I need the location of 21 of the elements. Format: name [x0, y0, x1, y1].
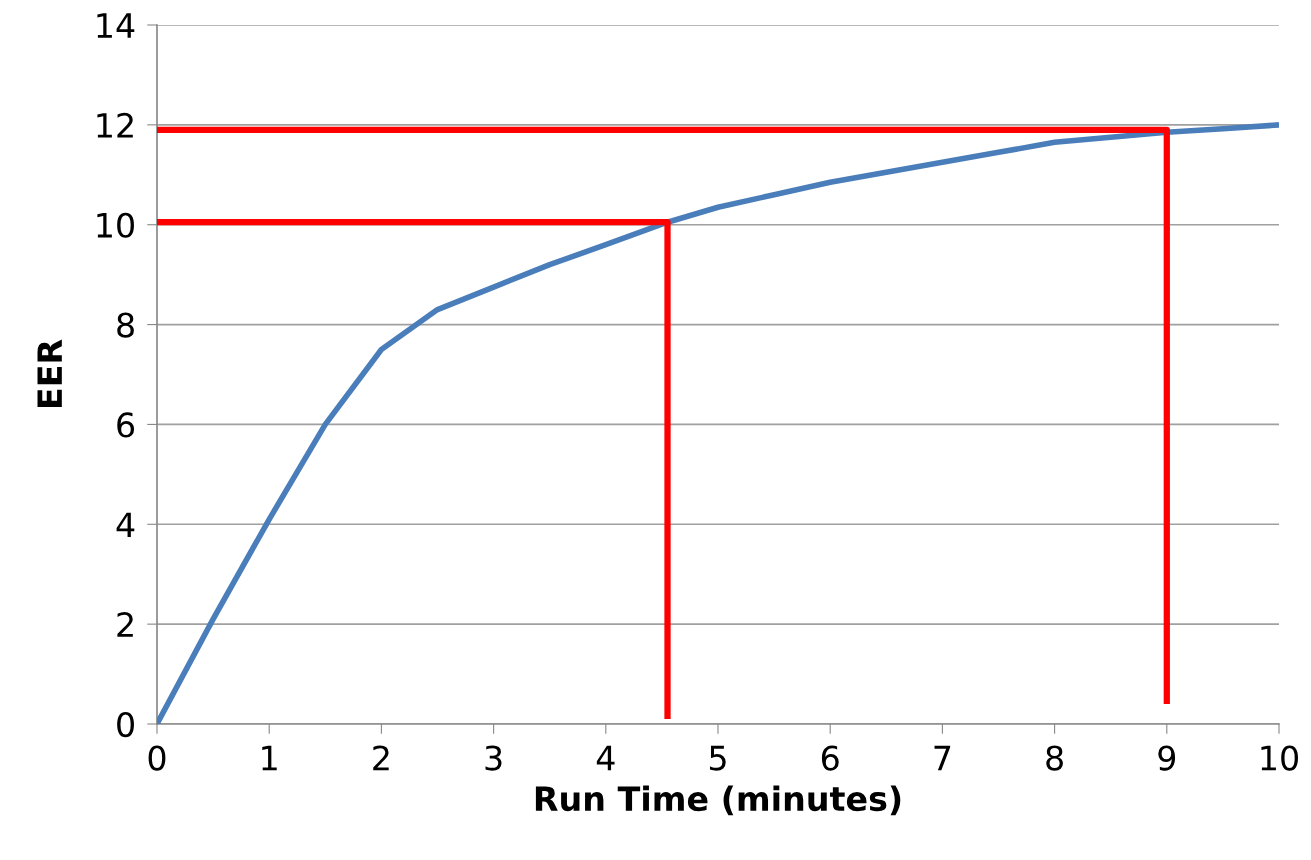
x-tick-label: 2 — [373, 745, 389, 771]
y-tick-label: 0 — [117, 711, 134, 738]
x-tick-label: 3 — [485, 745, 502, 771]
y-axis-title: EER — [37, 339, 62, 408]
x-tick-label: 0 — [148, 745, 166, 771]
x-tick-label: 1 — [262, 745, 277, 771]
x-axis-title: Run Time (minutes) — [535, 785, 901, 816]
y-tick-label: 12 — [97, 112, 133, 138]
y-tick-label: 8 — [117, 312, 134, 338]
y-tick-label: 6 — [117, 412, 135, 438]
y-tick-label: 2 — [117, 612, 133, 637]
x-tick-label: 8 — [1046, 745, 1063, 771]
x-tick-label: 10 — [1261, 745, 1298, 771]
x-tick-label: 5 — [709, 745, 726, 771]
y-tick-label: 14 — [97, 13, 135, 38]
y-tick-label: 10 — [97, 212, 134, 238]
x-tick-label: 4 — [596, 745, 615, 771]
x-tick-label: 9 — [1158, 745, 1176, 771]
x-tick-label: 6 — [821, 745, 839, 771]
y-tick-label: 4 — [116, 512, 135, 537]
x-tick-label: 7 — [934, 745, 951, 771]
